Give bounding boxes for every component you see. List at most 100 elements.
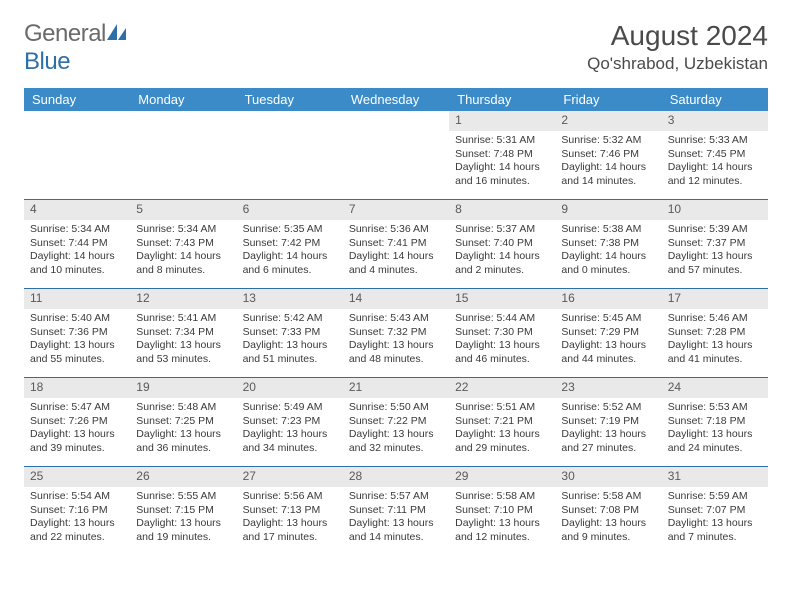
logo-text-right: Blue (24, 48, 70, 75)
day-details: Sunrise: 5:55 AMSunset: 7:15 PMDaylight:… (130, 487, 236, 551)
day-number: 4 (24, 200, 130, 220)
calendar-cell: 6Sunrise: 5:35 AMSunset: 7:42 PMDaylight… (237, 200, 343, 288)
calendar-cell (130, 111, 236, 199)
day-number: 15 (449, 289, 555, 309)
day-number: 20 (237, 378, 343, 398)
day-details: Sunrise: 5:36 AMSunset: 7:41 PMDaylight:… (343, 220, 449, 284)
sunrise-text: Sunrise: 5:46 AM (668, 312, 762, 326)
head-wednesday: Wednesday (343, 88, 449, 111)
calendar-cell (24, 111, 130, 199)
sunrise-text: Sunrise: 5:42 AM (243, 312, 337, 326)
calendar-cell: 19Sunrise: 5:48 AMSunset: 7:25 PMDayligh… (130, 378, 236, 466)
calendar-cell: 24Sunrise: 5:53 AMSunset: 7:18 PMDayligh… (662, 378, 768, 466)
sunset-text: Sunset: 7:28 PM (668, 326, 762, 340)
daylight-text: Daylight: 13 hours and 29 minutes. (455, 428, 549, 455)
day-number: 28 (343, 467, 449, 487)
day-number (343, 111, 449, 131)
day-number: 1 (449, 111, 555, 131)
calendar-week: 25Sunrise: 5:54 AMSunset: 7:16 PMDayligh… (24, 467, 768, 555)
sunrise-text: Sunrise: 5:34 AM (30, 223, 124, 237)
day-number: 24 (662, 378, 768, 398)
calendar-week: 11Sunrise: 5:40 AMSunset: 7:36 PMDayligh… (24, 289, 768, 378)
calendar-cell: 3Sunrise: 5:33 AMSunset: 7:45 PMDaylight… (662, 111, 768, 199)
logo-text: GeneralBlue (24, 20, 128, 76)
calendar-cell: 21Sunrise: 5:50 AMSunset: 7:22 PMDayligh… (343, 378, 449, 466)
sunset-text: Sunset: 7:15 PM (136, 504, 230, 518)
calendar-cell: 13Sunrise: 5:42 AMSunset: 7:33 PMDayligh… (237, 289, 343, 377)
day-details: Sunrise: 5:43 AMSunset: 7:32 PMDaylight:… (343, 309, 449, 373)
logo: GeneralBlue (24, 20, 128, 76)
day-details: Sunrise: 5:57 AMSunset: 7:11 PMDaylight:… (343, 487, 449, 551)
day-number: 21 (343, 378, 449, 398)
sunset-text: Sunset: 7:32 PM (349, 326, 443, 340)
sunrise-text: Sunrise: 5:49 AM (243, 401, 337, 415)
daylight-text: Daylight: 14 hours and 4 minutes. (349, 250, 443, 277)
day-number: 7 (343, 200, 449, 220)
day-details: Sunrise: 5:31 AMSunset: 7:48 PMDaylight:… (449, 131, 555, 195)
calendar-week: 1Sunrise: 5:31 AMSunset: 7:48 PMDaylight… (24, 111, 768, 200)
day-number: 13 (237, 289, 343, 309)
sunset-text: Sunset: 7:21 PM (455, 415, 549, 429)
logo-sail-icon (106, 20, 128, 48)
sunrise-text: Sunrise: 5:37 AM (455, 223, 549, 237)
sunset-text: Sunset: 7:48 PM (455, 148, 549, 162)
day-number: 25 (24, 467, 130, 487)
daylight-text: Daylight: 14 hours and 0 minutes. (561, 250, 655, 277)
daylight-text: Daylight: 13 hours and 14 minutes. (349, 517, 443, 544)
sunrise-text: Sunrise: 5:47 AM (30, 401, 124, 415)
sunset-text: Sunset: 7:23 PM (243, 415, 337, 429)
calendar-cell: 10Sunrise: 5:39 AMSunset: 7:37 PMDayligh… (662, 200, 768, 288)
day-details (237, 131, 343, 140)
day-number: 11 (24, 289, 130, 309)
sunset-text: Sunset: 7:19 PM (561, 415, 655, 429)
calendar-cell: 5Sunrise: 5:34 AMSunset: 7:43 PMDaylight… (130, 200, 236, 288)
head-friday: Friday (555, 88, 661, 111)
sunset-text: Sunset: 7:08 PM (561, 504, 655, 518)
daylight-text: Daylight: 14 hours and 14 minutes. (561, 161, 655, 188)
sunset-text: Sunset: 7:07 PM (668, 504, 762, 518)
location-label: Qo'shrabod, Uzbekistan (587, 54, 768, 74)
calendar-cell: 28Sunrise: 5:57 AMSunset: 7:11 PMDayligh… (343, 467, 449, 555)
calendar-head-row: Sunday Monday Tuesday Wednesday Thursday… (24, 88, 768, 111)
daylight-text: Daylight: 14 hours and 6 minutes. (243, 250, 337, 277)
daylight-text: Daylight: 14 hours and 8 minutes. (136, 250, 230, 277)
month-title: August 2024 (587, 20, 768, 52)
calendar-week: 4Sunrise: 5:34 AMSunset: 7:44 PMDaylight… (24, 200, 768, 289)
daylight-text: Daylight: 13 hours and 53 minutes. (136, 339, 230, 366)
day-number: 3 (662, 111, 768, 131)
day-number: 29 (449, 467, 555, 487)
calendar-cell: 7Sunrise: 5:36 AMSunset: 7:41 PMDaylight… (343, 200, 449, 288)
sunrise-text: Sunrise: 5:38 AM (561, 223, 655, 237)
calendar-cell: 30Sunrise: 5:58 AMSunset: 7:08 PMDayligh… (555, 467, 661, 555)
sunrise-text: Sunrise: 5:56 AM (243, 490, 337, 504)
daylight-text: Daylight: 13 hours and 12 minutes. (455, 517, 549, 544)
calendar-cell: 20Sunrise: 5:49 AMSunset: 7:23 PMDayligh… (237, 378, 343, 466)
calendar-cell: 12Sunrise: 5:41 AMSunset: 7:34 PMDayligh… (130, 289, 236, 377)
calendar-week: 18Sunrise: 5:47 AMSunset: 7:26 PMDayligh… (24, 378, 768, 467)
day-details: Sunrise: 5:42 AMSunset: 7:33 PMDaylight:… (237, 309, 343, 373)
sunset-text: Sunset: 7:26 PM (30, 415, 124, 429)
page-header: GeneralBlue August 2024 Qo'shrabod, Uzbe… (24, 20, 768, 76)
head-sunday: Sunday (24, 88, 130, 111)
daylight-text: Daylight: 13 hours and 39 minutes. (30, 428, 124, 455)
sunset-text: Sunset: 7:36 PM (30, 326, 124, 340)
day-details (130, 131, 236, 140)
calendar-cell: 11Sunrise: 5:40 AMSunset: 7:36 PMDayligh… (24, 289, 130, 377)
sunset-text: Sunset: 7:41 PM (349, 237, 443, 251)
daylight-text: Daylight: 13 hours and 27 minutes. (561, 428, 655, 455)
daylight-text: Daylight: 13 hours and 48 minutes. (349, 339, 443, 366)
sunset-text: Sunset: 7:25 PM (136, 415, 230, 429)
day-details: Sunrise: 5:58 AMSunset: 7:08 PMDaylight:… (555, 487, 661, 551)
calendar-cell: 27Sunrise: 5:56 AMSunset: 7:13 PMDayligh… (237, 467, 343, 555)
calendar-cell: 9Sunrise: 5:38 AMSunset: 7:38 PMDaylight… (555, 200, 661, 288)
head-tuesday: Tuesday (237, 88, 343, 111)
day-number: 18 (24, 378, 130, 398)
sunrise-text: Sunrise: 5:34 AM (136, 223, 230, 237)
sunrise-text: Sunrise: 5:44 AM (455, 312, 549, 326)
sunrise-text: Sunrise: 5:32 AM (561, 134, 655, 148)
day-details: Sunrise: 5:46 AMSunset: 7:28 PMDaylight:… (662, 309, 768, 373)
daylight-text: Daylight: 13 hours and 55 minutes. (30, 339, 124, 366)
day-details: Sunrise: 5:37 AMSunset: 7:40 PMDaylight:… (449, 220, 555, 284)
day-details: Sunrise: 5:35 AMSunset: 7:42 PMDaylight:… (237, 220, 343, 284)
day-details: Sunrise: 5:38 AMSunset: 7:38 PMDaylight:… (555, 220, 661, 284)
